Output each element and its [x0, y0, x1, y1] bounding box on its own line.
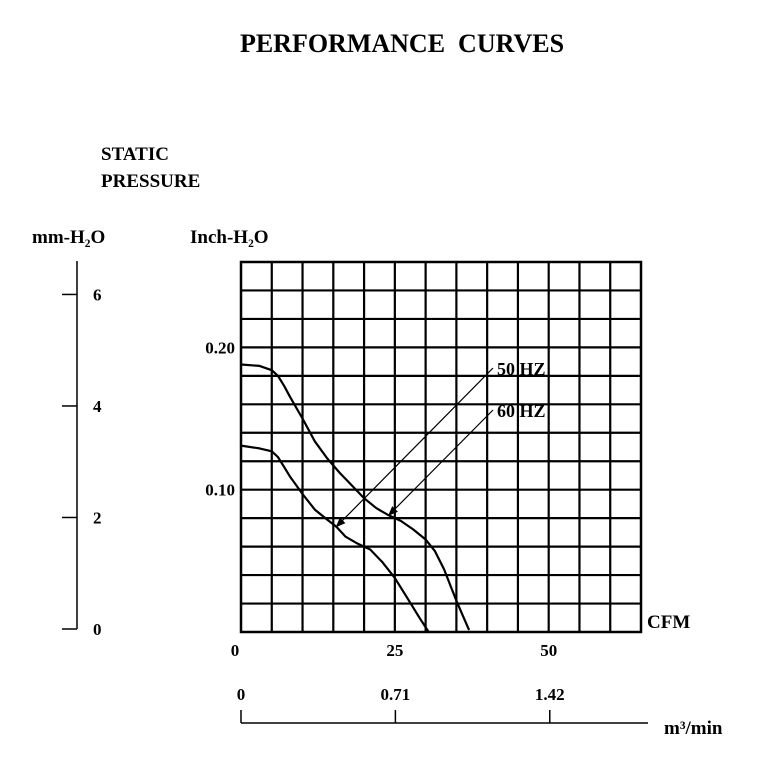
inch-h2o-tick-label: 0.20: [205, 338, 235, 357]
curve-60-hz: [239, 363, 366, 500]
curve-annotations: 50 HZ 60 HZ: [335, 359, 546, 528]
performance-curves: [239, 363, 470, 634]
annotation-label-60-hz: 60 HZ: [497, 401, 546, 421]
m3-min-tick-label: 0: [237, 685, 246, 704]
cfm-tick-label: 50: [540, 641, 557, 660]
annotation-arrow-50-hz: [335, 367, 494, 528]
cfm-axis-label: CFM: [647, 612, 690, 633]
annotation-label-50-hz: 50 HZ: [497, 359, 546, 379]
mm-h2o-tick-label: 4: [93, 397, 102, 416]
cfm-tick-label: 25: [386, 641, 403, 660]
plot-frame: [239, 260, 643, 634]
mm-h2o-tick-label: 6: [93, 285, 102, 304]
inch-h2o-ticks: 0.10 0.20: [205, 338, 235, 499]
m3-min-axis-label: m³/min: [664, 718, 723, 739]
grid: [239, 260, 643, 634]
m3-min-tick-label: 1.42: [535, 685, 565, 704]
inch-h2o-unit-label: Inch-H₂O: [190, 227, 269, 248]
m3-min-tick-label: 0.71: [381, 685, 411, 704]
mm-h2o-unit-label: mm-H₂O: [32, 227, 105, 248]
y-axis-label-line1: STATIC: [101, 144, 169, 165]
mm-h2o-axis: 0 2 4 6: [62, 261, 102, 639]
m3-min-axis: 0 0.71 1.42: [237, 685, 648, 724]
inch-h2o-tick-label: 0.10: [205, 481, 235, 500]
annotation-arrow-60-hz: [387, 409, 494, 517]
mm-h2o-tick-label: 2: [93, 508, 102, 527]
cfm-tick-label: 0: [231, 641, 240, 660]
cfm-ticks: 0 25 50: [231, 641, 557, 660]
curve-50-hz: [239, 444, 338, 528]
curve-50-hz: [335, 525, 430, 634]
y-axis-label-line2: PRESSURE: [101, 171, 200, 192]
curve-60-hz: [363, 497, 470, 631]
mm-h2o-tick-label: 0: [93, 620, 102, 639]
chart-title: PERFORMANCE CURVES: [240, 29, 564, 58]
